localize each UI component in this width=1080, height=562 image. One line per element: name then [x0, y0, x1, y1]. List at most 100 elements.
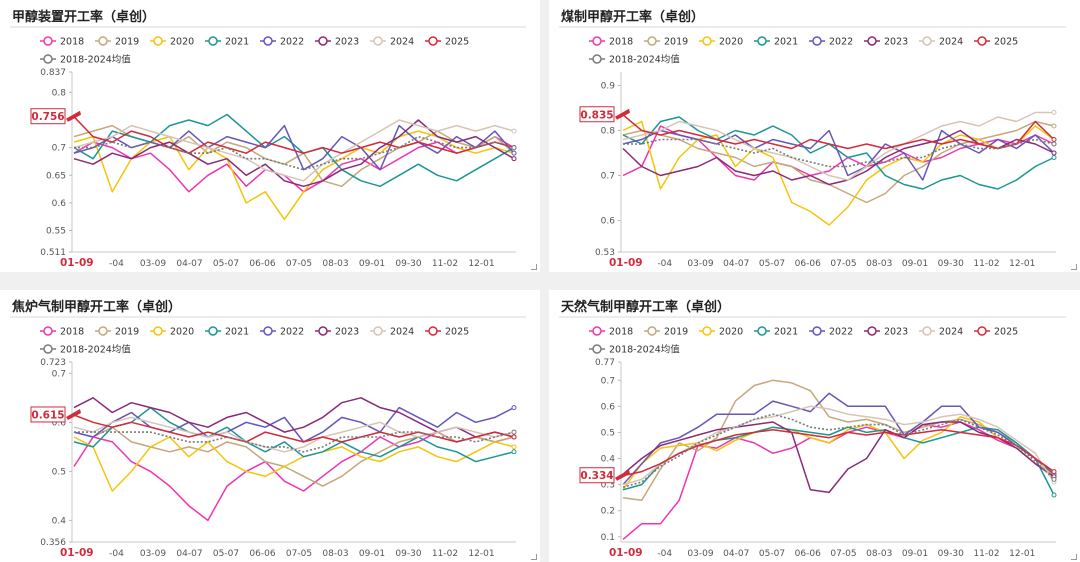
series-end-point	[511, 444, 517, 450]
legend-swatch-marker	[428, 326, 438, 336]
legend-label: 2018	[60, 37, 84, 48]
series-end-point	[511, 128, 517, 134]
legend-swatch-marker	[592, 344, 602, 354]
legend-swatch-marker	[977, 326, 987, 336]
y-tick-label: 0.53	[595, 248, 615, 258]
chart-panel-natural-gas-methanol: 天然气制甲醇开工率（卓创） 2018 2019 2020 2021 2022 2023 20…	[549, 290, 1080, 562]
current-value-pointer	[66, 110, 81, 122]
legend-label: 2018-2024均值	[60, 54, 131, 66]
legend-swatch-marker	[757, 36, 767, 46]
x-tick-label: 05-07	[213, 549, 239, 559]
chart-svg: 2018 2019 2020 2021 2022 2023 2024 2025 2018-202…	[559, 26, 1066, 269]
x-tick-label: 04-07	[176, 259, 202, 269]
legend-label: 2020	[719, 327, 743, 338]
legend-swatch-marker	[373, 36, 383, 46]
x-tick-label: 09-01	[902, 259, 928, 269]
x-tick-label: 06-06	[795, 549, 821, 559]
x-tick-label: 09-30	[938, 549, 964, 559]
series-line-2024	[73, 119, 515, 182]
series-line-2019	[622, 379, 1055, 502]
x-tick-label: 01-09	[60, 547, 94, 559]
x-tick-label: 06-06	[249, 259, 275, 269]
legend-swatch-marker	[867, 326, 877, 336]
chart-panel-methanol-total: 甲醇装置开工率（卓创） 2018 2019 2020 2021 2022 2023 2024…	[0, 0, 540, 272]
legend-label: 2022	[829, 37, 853, 48]
x-tick-label: 03-09	[687, 549, 713, 559]
x-tick-label: 04-07	[723, 259, 749, 269]
series-line-2019	[73, 426, 515, 487]
series-line-2021	[73, 406, 515, 463]
series-line-2023	[622, 129, 1055, 186]
y-tick-label: 0.3	[601, 481, 615, 491]
y-tick-label: 0.511	[40, 248, 66, 258]
resize-corner	[1071, 264, 1077, 270]
current-value-box	[30, 108, 66, 125]
legend-swatch-marker	[977, 36, 987, 46]
legend-label: 2021	[774, 37, 798, 48]
series-line-2024	[73, 416, 515, 453]
x-tick-label: 03-09	[140, 549, 166, 559]
series-end-point	[1051, 150, 1057, 156]
x-tick-label: 11-02	[432, 549, 458, 559]
legend-label: 2024	[390, 37, 414, 48]
series-line-2025	[73, 414, 515, 443]
series-line-2022	[622, 392, 1055, 486]
series-end-point	[1051, 469, 1057, 475]
series-end-point	[511, 150, 517, 156]
legend-label: 2021	[225, 327, 249, 338]
legend-label: 2020	[719, 37, 743, 48]
x-tick-label: 11-02	[973, 549, 999, 559]
legend-swatch-marker	[922, 326, 932, 336]
x-tick-label: 09-30	[395, 549, 421, 559]
x-tick-label: 07-05	[286, 549, 312, 559]
legend-swatch-marker	[98, 326, 108, 336]
series-end-point	[1051, 123, 1057, 129]
legend-label: 2018-2024均值	[60, 344, 131, 356]
resize-corner	[1071, 554, 1077, 560]
x-tick-label: 09-30	[938, 259, 964, 269]
legend-label: 2018	[609, 327, 633, 338]
y-tick-label: 0.5	[52, 467, 66, 477]
x-tick-label: -04	[109, 549, 124, 559]
x-tick-label: 01-09	[609, 257, 643, 269]
x-tick-label: 07-05	[286, 259, 312, 269]
series-line-2021	[622, 116, 1055, 190]
legend-label: 2018	[60, 327, 84, 338]
series-line-2023	[73, 397, 515, 438]
legend-swatch-marker	[43, 344, 53, 354]
legend-swatch-marker	[702, 326, 712, 336]
x-tick-label: 12-01	[468, 549, 494, 559]
series-line-2018	[622, 421, 1055, 540]
series-line-2022	[73, 124, 515, 171]
chart-title: 焦炉气制甲醇开工率（卓创）	[12, 300, 182, 315]
chart-panel-coke-oven-gas-methanol: 焦炉气制甲醇开工率（卓创） 2018 2019 2020 2021 2022 2023 20…	[0, 290, 540, 562]
series-end-point	[1051, 476, 1057, 482]
legend-label: 2019	[664, 37, 688, 48]
x-tick-label: 12-01	[1009, 549, 1035, 559]
series-line-2025	[622, 114, 1055, 150]
legend-label: 2018-2024均值	[609, 344, 680, 356]
x-tick-label: 04-07	[723, 549, 749, 559]
x-tick-label: 09-30	[395, 259, 421, 269]
x-tick-label: 08-03	[322, 549, 348, 559]
series-end-point	[1051, 110, 1057, 115]
series-end-point	[511, 156, 517, 162]
legend-swatch-marker	[812, 326, 822, 336]
legend-label: 2020	[170, 327, 194, 338]
series-end-point	[511, 405, 517, 411]
x-tick-label: 09-01	[359, 549, 385, 559]
legend-swatch-marker	[373, 326, 383, 336]
legend-swatch-marker	[318, 326, 328, 336]
current-value-label: 0.334	[580, 470, 613, 482]
legend-label: 2025	[994, 327, 1018, 338]
y-tick-label: 0.4	[601, 455, 616, 465]
chart-svg: 2018 2019 2020 2021 2022 2023 2024 2025 2018-202…	[10, 316, 526, 559]
legend-swatch-marker	[43, 326, 53, 336]
legend-swatch-marker	[592, 54, 602, 64]
x-tick-label: 08-03	[866, 549, 892, 559]
current-value-label: 0.615	[31, 409, 64, 421]
y-tick-label: 0.55	[46, 226, 66, 236]
x-tick-label: 12-01	[468, 259, 494, 269]
series-line-2020	[73, 130, 515, 221]
chart-svg: 2018 2019 2020 2021 2022 2023 2024 2025 2018-202…	[559, 316, 1066, 559]
